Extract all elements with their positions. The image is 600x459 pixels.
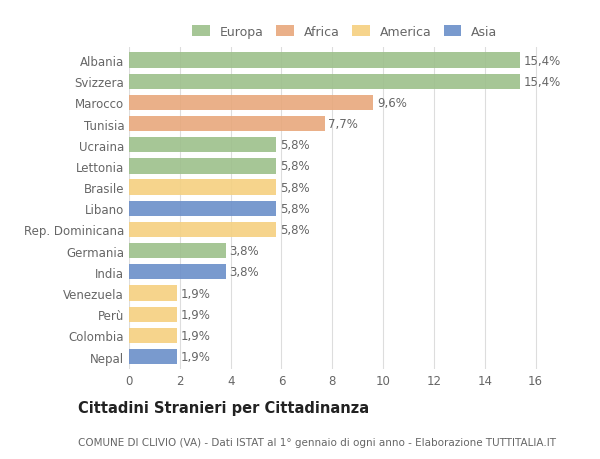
Bar xyxy=(129,74,520,90)
Text: Cittadini Stranieri per Cittadinanza: Cittadini Stranieri per Cittadinanza xyxy=(78,400,369,415)
Bar xyxy=(129,307,177,322)
Text: 5,8%: 5,8% xyxy=(280,224,310,236)
Text: 1,9%: 1,9% xyxy=(181,308,211,321)
Text: 1,9%: 1,9% xyxy=(181,350,211,363)
Text: 5,8%: 5,8% xyxy=(280,139,310,152)
Bar xyxy=(129,349,177,364)
Text: 5,8%: 5,8% xyxy=(280,202,310,215)
Text: 15,4%: 15,4% xyxy=(524,55,562,67)
Bar xyxy=(129,286,177,301)
Text: 9,6%: 9,6% xyxy=(377,97,407,110)
Legend: Europa, Africa, America, Asia: Europa, Africa, America, Asia xyxy=(193,26,497,39)
Text: 3,8%: 3,8% xyxy=(229,266,259,279)
Bar xyxy=(129,328,177,343)
Bar xyxy=(129,244,226,259)
Bar xyxy=(129,138,277,153)
Text: 15,4%: 15,4% xyxy=(524,76,562,89)
Bar xyxy=(129,159,277,174)
Text: 1,9%: 1,9% xyxy=(181,329,211,342)
Bar xyxy=(129,265,226,280)
Text: 3,8%: 3,8% xyxy=(229,245,259,257)
Bar xyxy=(129,117,325,132)
Bar xyxy=(129,95,373,111)
Text: 7,7%: 7,7% xyxy=(328,118,358,131)
Text: COMUNE DI CLIVIO (VA) - Dati ISTAT al 1° gennaio di ogni anno - Elaborazione TUT: COMUNE DI CLIVIO (VA) - Dati ISTAT al 1°… xyxy=(78,437,556,448)
Text: 1,9%: 1,9% xyxy=(181,287,211,300)
Bar xyxy=(129,201,277,217)
Text: 5,8%: 5,8% xyxy=(280,181,310,194)
Bar xyxy=(129,180,277,196)
Bar xyxy=(129,53,520,68)
Text: 5,8%: 5,8% xyxy=(280,160,310,173)
Bar xyxy=(129,222,277,238)
